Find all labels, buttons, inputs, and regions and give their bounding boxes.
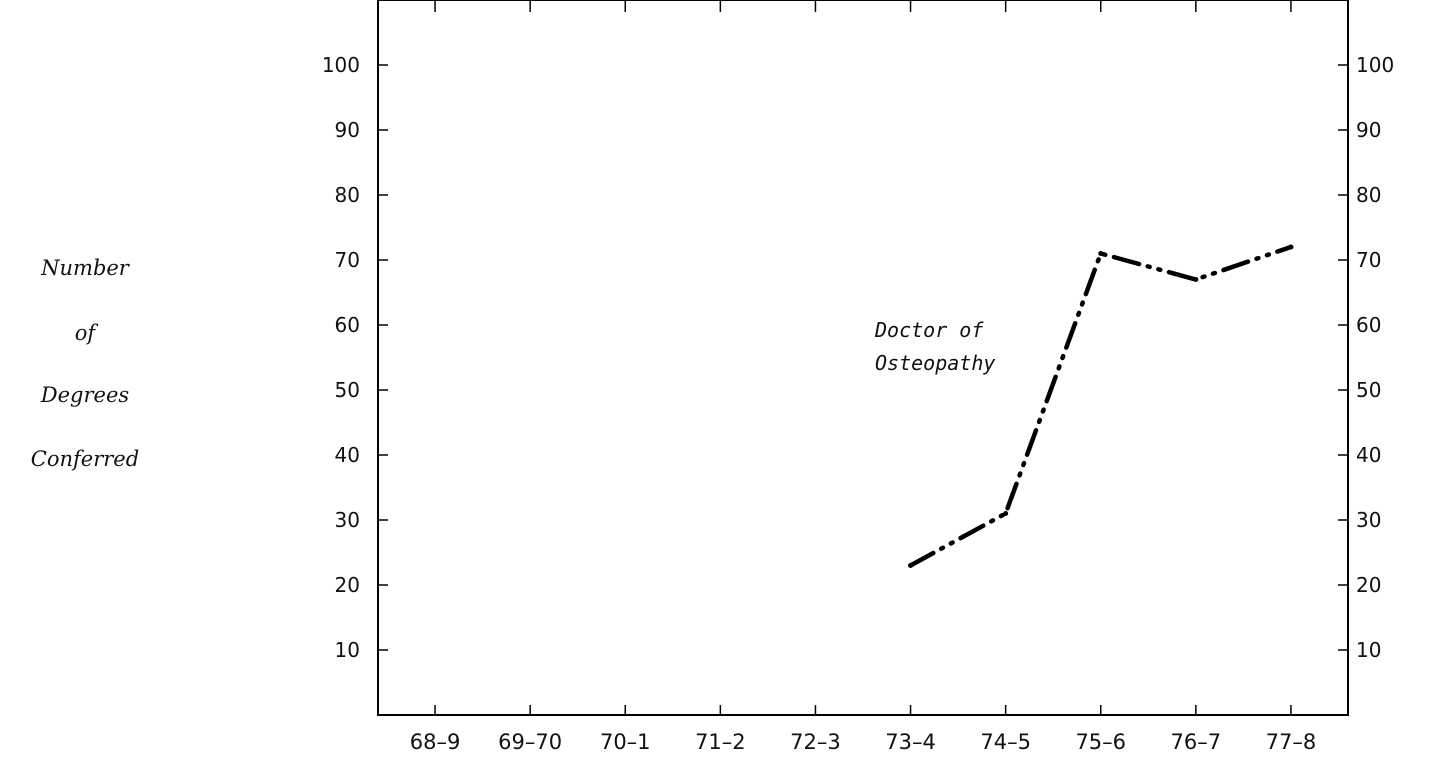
y-tick-label-right-60: 60 bbox=[1356, 313, 1381, 337]
plot-frame bbox=[377, 0, 1349, 716]
x-tick-label-4: 72–3 bbox=[790, 730, 841, 754]
y-axis-right-labels: 10 20 30 40 50 60 70 80 90 100 bbox=[1356, 53, 1394, 662]
y-tick-label-left-10: 10 bbox=[335, 638, 360, 662]
y-axis-title-line-2: of bbox=[75, 321, 99, 345]
y-axis-title-line-3: Degrees bbox=[40, 383, 130, 407]
y-axis-title: Number of Degrees Conferred bbox=[31, 256, 139, 471]
data-point-74-5 bbox=[1003, 511, 1009, 516]
x-tick-label-2: 70–1 bbox=[600, 730, 651, 754]
y-tick-label-right-20: 20 bbox=[1356, 573, 1381, 597]
annotation-line-2: Osteopathy bbox=[875, 351, 995, 375]
y-tick-label-left-60: 60 bbox=[335, 313, 360, 337]
data-point-75-6 bbox=[1098, 251, 1104, 256]
y-tick-label-left-50: 50 bbox=[335, 378, 360, 402]
y-tick-label-right-80: 80 bbox=[1356, 183, 1381, 207]
x-axis-labels: 68–9 69–70 70–1 71–2 72–3 73–4 74–5 75–6 76–7 77–… bbox=[410, 730, 1316, 754]
y-tick-label-left-90: 90 bbox=[335, 118, 360, 142]
y-tick-label-left-70: 70 bbox=[335, 248, 360, 272]
data-point-77-8 bbox=[1288, 244, 1294, 250]
x-tick-label-1: 69–70 bbox=[498, 730, 562, 754]
y-axis-title-line-1: Number bbox=[40, 256, 131, 280]
x-tick-label-7: 75–6 bbox=[1075, 730, 1126, 754]
y-tick-label-right-50: 50 bbox=[1356, 378, 1381, 402]
data-point-73-4 bbox=[908, 563, 914, 568]
series-annotation: Doctor of Osteopathy bbox=[874, 318, 995, 375]
x-tick-label-0: 68–9 bbox=[410, 730, 461, 754]
y-tick-label-right-10: 10 bbox=[1356, 638, 1381, 662]
series-layer bbox=[908, 244, 1294, 568]
axis-ticks bbox=[378, 0, 1348, 715]
y-axis-left-labels: 10 20 30 40 50 60 70 80 90 100 bbox=[322, 53, 360, 662]
y-tick-label-right-90: 90 bbox=[1356, 118, 1381, 142]
y-tick-label-left-30: 30 bbox=[335, 508, 360, 532]
series-line-0 bbox=[908, 244, 1294, 568]
x-tick-label-9: 77–8 bbox=[1266, 730, 1317, 754]
x-tick-label-6: 74–5 bbox=[980, 730, 1031, 754]
y-tick-label-left-40: 40 bbox=[335, 443, 360, 467]
annotation-line-1: Doctor of bbox=[874, 318, 984, 342]
y-tick-label-right-100: 100 bbox=[1356, 53, 1394, 77]
y-tick-label-left-100: 100 bbox=[322, 53, 360, 77]
y-axis-title-line-4: Conferred bbox=[31, 447, 139, 471]
x-tick-label-8: 76–7 bbox=[1171, 730, 1222, 754]
y-tick-label-right-40: 40 bbox=[1356, 443, 1381, 467]
y-tick-label-right-30: 30 bbox=[1356, 508, 1381, 532]
y-tick-label-right-70: 70 bbox=[1356, 248, 1381, 272]
data-point-76-7 bbox=[1193, 277, 1199, 282]
x-tick-label-3: 71–2 bbox=[695, 730, 746, 754]
y-tick-label-left-80: 80 bbox=[335, 183, 360, 207]
x-tick-label-5: 73–4 bbox=[885, 730, 936, 754]
y-tick-label-left-20: 20 bbox=[335, 573, 360, 597]
